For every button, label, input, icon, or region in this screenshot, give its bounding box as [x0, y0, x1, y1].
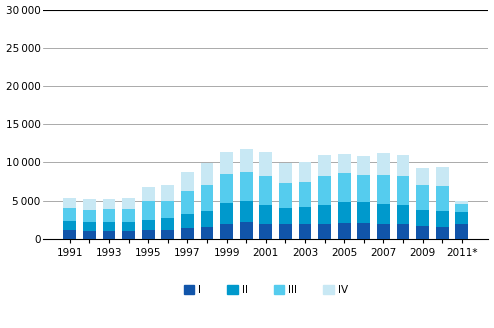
Bar	[318, 155, 331, 176]
Bar	[358, 223, 370, 239]
Bar	[318, 205, 331, 223]
Bar	[220, 203, 233, 223]
Bar	[162, 201, 174, 218]
Bar	[377, 223, 390, 239]
Bar	[259, 205, 272, 223]
Bar	[279, 208, 292, 224]
Bar	[455, 204, 468, 212]
Bar	[358, 202, 370, 223]
Bar	[103, 222, 116, 231]
Bar	[63, 197, 76, 208]
Bar	[338, 223, 351, 239]
Bar	[299, 208, 311, 224]
Bar	[83, 210, 96, 222]
Bar	[220, 174, 233, 203]
Bar	[201, 163, 213, 185]
Bar	[181, 172, 194, 192]
Bar	[436, 211, 449, 227]
Bar	[122, 222, 135, 231]
Bar	[122, 198, 135, 209]
Bar	[397, 224, 410, 239]
Bar	[455, 201, 468, 204]
Bar	[377, 204, 390, 223]
Bar	[377, 174, 390, 204]
Bar	[162, 185, 174, 201]
Bar	[240, 222, 252, 239]
Bar	[299, 182, 311, 208]
Bar	[436, 186, 449, 211]
Bar	[63, 230, 76, 239]
Bar	[436, 227, 449, 239]
Bar	[201, 185, 213, 211]
Bar	[358, 155, 370, 174]
Bar	[455, 212, 468, 224]
Bar	[181, 214, 194, 228]
Bar	[416, 185, 429, 210]
Bar	[220, 153, 233, 174]
Bar	[299, 162, 311, 182]
Bar	[83, 222, 96, 231]
Bar	[259, 152, 272, 176]
Legend: I, II, III, IV: I, II, III, IV	[179, 281, 352, 299]
Bar	[416, 168, 429, 185]
Bar	[279, 224, 292, 239]
Bar	[397, 205, 410, 224]
Bar	[416, 226, 429, 239]
Bar	[397, 176, 410, 205]
Bar	[240, 149, 252, 172]
Bar	[338, 154, 351, 173]
Bar	[240, 172, 252, 201]
Bar	[279, 163, 292, 183]
Bar	[220, 223, 233, 239]
Bar	[397, 155, 410, 176]
Bar	[358, 174, 370, 202]
Bar	[201, 211, 213, 227]
Bar	[318, 176, 331, 205]
Bar	[103, 199, 116, 209]
Bar	[279, 183, 292, 208]
Bar	[416, 210, 429, 226]
Bar	[455, 224, 468, 239]
Bar	[338, 202, 351, 223]
Bar	[162, 218, 174, 230]
Bar	[142, 220, 155, 230]
Bar	[63, 221, 76, 230]
Bar	[83, 199, 96, 210]
Bar	[103, 209, 116, 222]
Bar	[181, 192, 194, 214]
Bar	[142, 187, 155, 201]
Bar	[142, 201, 155, 220]
Bar	[240, 201, 252, 222]
Bar	[318, 223, 331, 239]
Bar	[436, 167, 449, 186]
Bar	[122, 231, 135, 239]
Bar	[103, 231, 116, 239]
Bar	[338, 173, 351, 202]
Bar	[259, 176, 272, 205]
Bar	[122, 209, 135, 222]
Bar	[63, 208, 76, 221]
Bar	[201, 227, 213, 239]
Bar	[377, 153, 390, 174]
Bar	[162, 230, 174, 239]
Bar	[181, 228, 194, 239]
Bar	[83, 231, 96, 239]
Bar	[299, 224, 311, 239]
Bar	[259, 223, 272, 239]
Bar	[142, 230, 155, 239]
